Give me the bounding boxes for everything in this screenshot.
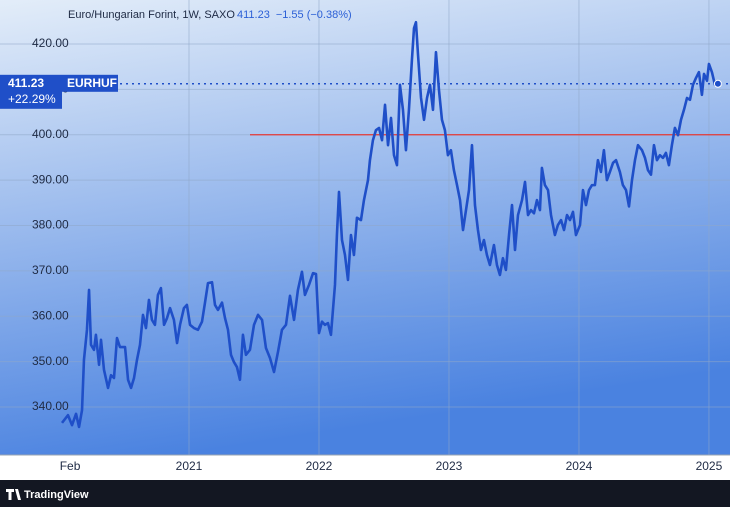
percent-label: +22.29%	[8, 92, 56, 106]
y-tick-label: 360.00	[32, 308, 69, 322]
x-tick-label: 2024	[566, 459, 593, 473]
labels: 340.00 350.00 360.00 370.00 380.00 390.00 400.…	[0, 36, 723, 473]
x-axis-strip	[0, 455, 730, 480]
x-tick-label: 2021	[176, 459, 203, 473]
x-tick-label: 2025	[696, 459, 723, 473]
footer-bar	[0, 480, 730, 507]
price-label-box	[0, 74, 62, 109]
x-tick-label: 2022	[306, 459, 333, 473]
plot-background	[0, 0, 730, 455]
y-tick-label: 350.00	[32, 354, 69, 368]
x-tick-label: Feb	[60, 459, 81, 473]
x-tick-label: 2023	[436, 459, 463, 473]
y-tick-label: 420.00	[32, 36, 69, 50]
price-line	[60, 20, 719, 429]
chart-title: Euro/Hungarian Forint, 1W, SAXO	[68, 9, 235, 21]
y-tick-label: 340.00	[32, 399, 69, 413]
symbol-label-box	[62, 74, 118, 92]
title-last-price: 411.23	[237, 9, 270, 21]
symbol-label: EURHUF	[67, 76, 117, 90]
grid	[0, 0, 730, 455]
last-point	[713, 79, 722, 88]
y-tick-label: 400.00	[32, 127, 69, 141]
y-tick-label: 390.00	[32, 172, 69, 186]
title-change: −1.55 (−0.38%)	[276, 9, 352, 21]
marks	[60, 20, 730, 429]
price-label: 411.23	[8, 76, 44, 90]
brand-name[interactable]: TradingView	[24, 489, 89, 501]
y-tick-label: 380.00	[32, 218, 69, 232]
y-tick-label: 370.00	[32, 263, 69, 277]
brand-logo	[6, 489, 21, 500]
